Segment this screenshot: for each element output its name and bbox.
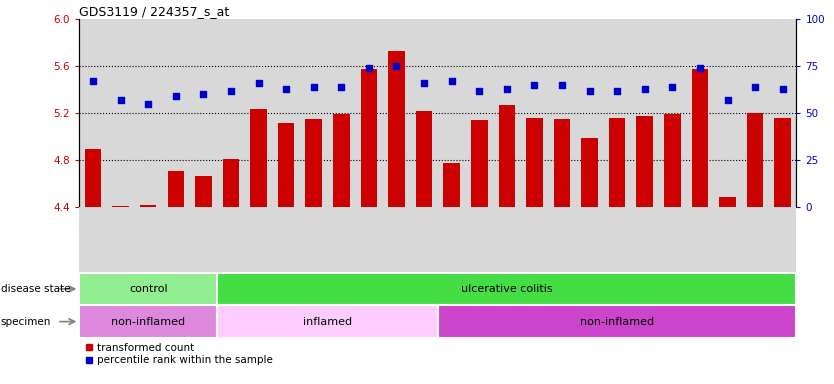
Bar	[416, 111, 432, 207]
Point	[197, 91, 210, 98]
Bar	[636, 116, 653, 207]
Bar	[746, 113, 763, 207]
Bar	[664, 114, 681, 207]
Bar	[278, 123, 294, 207]
Legend: transformed count, percentile rank within the sample: transformed count, percentile rank withi…	[84, 343, 273, 365]
Point	[445, 78, 459, 84]
Point	[693, 65, 706, 71]
Bar	[113, 206, 129, 207]
Bar	[691, 69, 708, 207]
Point	[721, 97, 734, 103]
Bar	[444, 163, 460, 207]
Point	[500, 86, 514, 92]
Point	[776, 86, 789, 92]
Point	[334, 84, 348, 90]
Point	[279, 86, 293, 92]
Point	[555, 82, 569, 88]
Text: ulcerative colitis: ulcerative colitis	[461, 284, 553, 294]
Bar	[168, 171, 184, 207]
Bar	[250, 109, 267, 207]
Point	[252, 80, 265, 86]
Point	[169, 93, 183, 99]
Bar	[360, 69, 377, 207]
Bar	[305, 119, 322, 207]
Point	[748, 84, 761, 90]
Bar	[719, 197, 736, 207]
Bar	[609, 118, 626, 207]
Point	[666, 84, 679, 90]
Bar	[775, 118, 791, 207]
Point	[389, 63, 403, 70]
Bar	[223, 159, 239, 207]
Bar	[388, 51, 404, 207]
Bar	[499, 105, 515, 207]
Point	[638, 86, 651, 92]
Point	[142, 101, 155, 107]
Bar	[581, 138, 598, 207]
Text: control: control	[129, 284, 168, 294]
Bar	[195, 175, 212, 207]
Point	[583, 88, 596, 94]
Point	[307, 84, 320, 90]
Bar	[526, 118, 543, 207]
Text: non-inflamed: non-inflamed	[111, 316, 185, 327]
Point	[417, 80, 430, 86]
Point	[528, 82, 541, 88]
Point	[610, 88, 624, 94]
Text: inflamed: inflamed	[303, 316, 352, 327]
Bar	[140, 205, 157, 207]
Bar	[471, 120, 488, 207]
Bar	[217, 305, 438, 338]
Point	[224, 88, 238, 94]
Bar	[79, 305, 217, 338]
Bar	[554, 119, 570, 207]
Text: specimen: specimen	[1, 316, 51, 327]
Text: GDS3119 / 224357_s_at: GDS3119 / 224357_s_at	[79, 5, 229, 18]
Bar	[79, 273, 217, 305]
Bar	[438, 305, 796, 338]
Text: non-inflamed: non-inflamed	[580, 316, 654, 327]
Point	[473, 88, 486, 94]
Point	[114, 97, 128, 103]
Text: disease state: disease state	[1, 284, 70, 294]
Point	[362, 65, 375, 71]
Bar	[333, 114, 349, 207]
Bar	[85, 149, 101, 207]
Bar	[217, 273, 796, 305]
Point	[87, 78, 100, 84]
